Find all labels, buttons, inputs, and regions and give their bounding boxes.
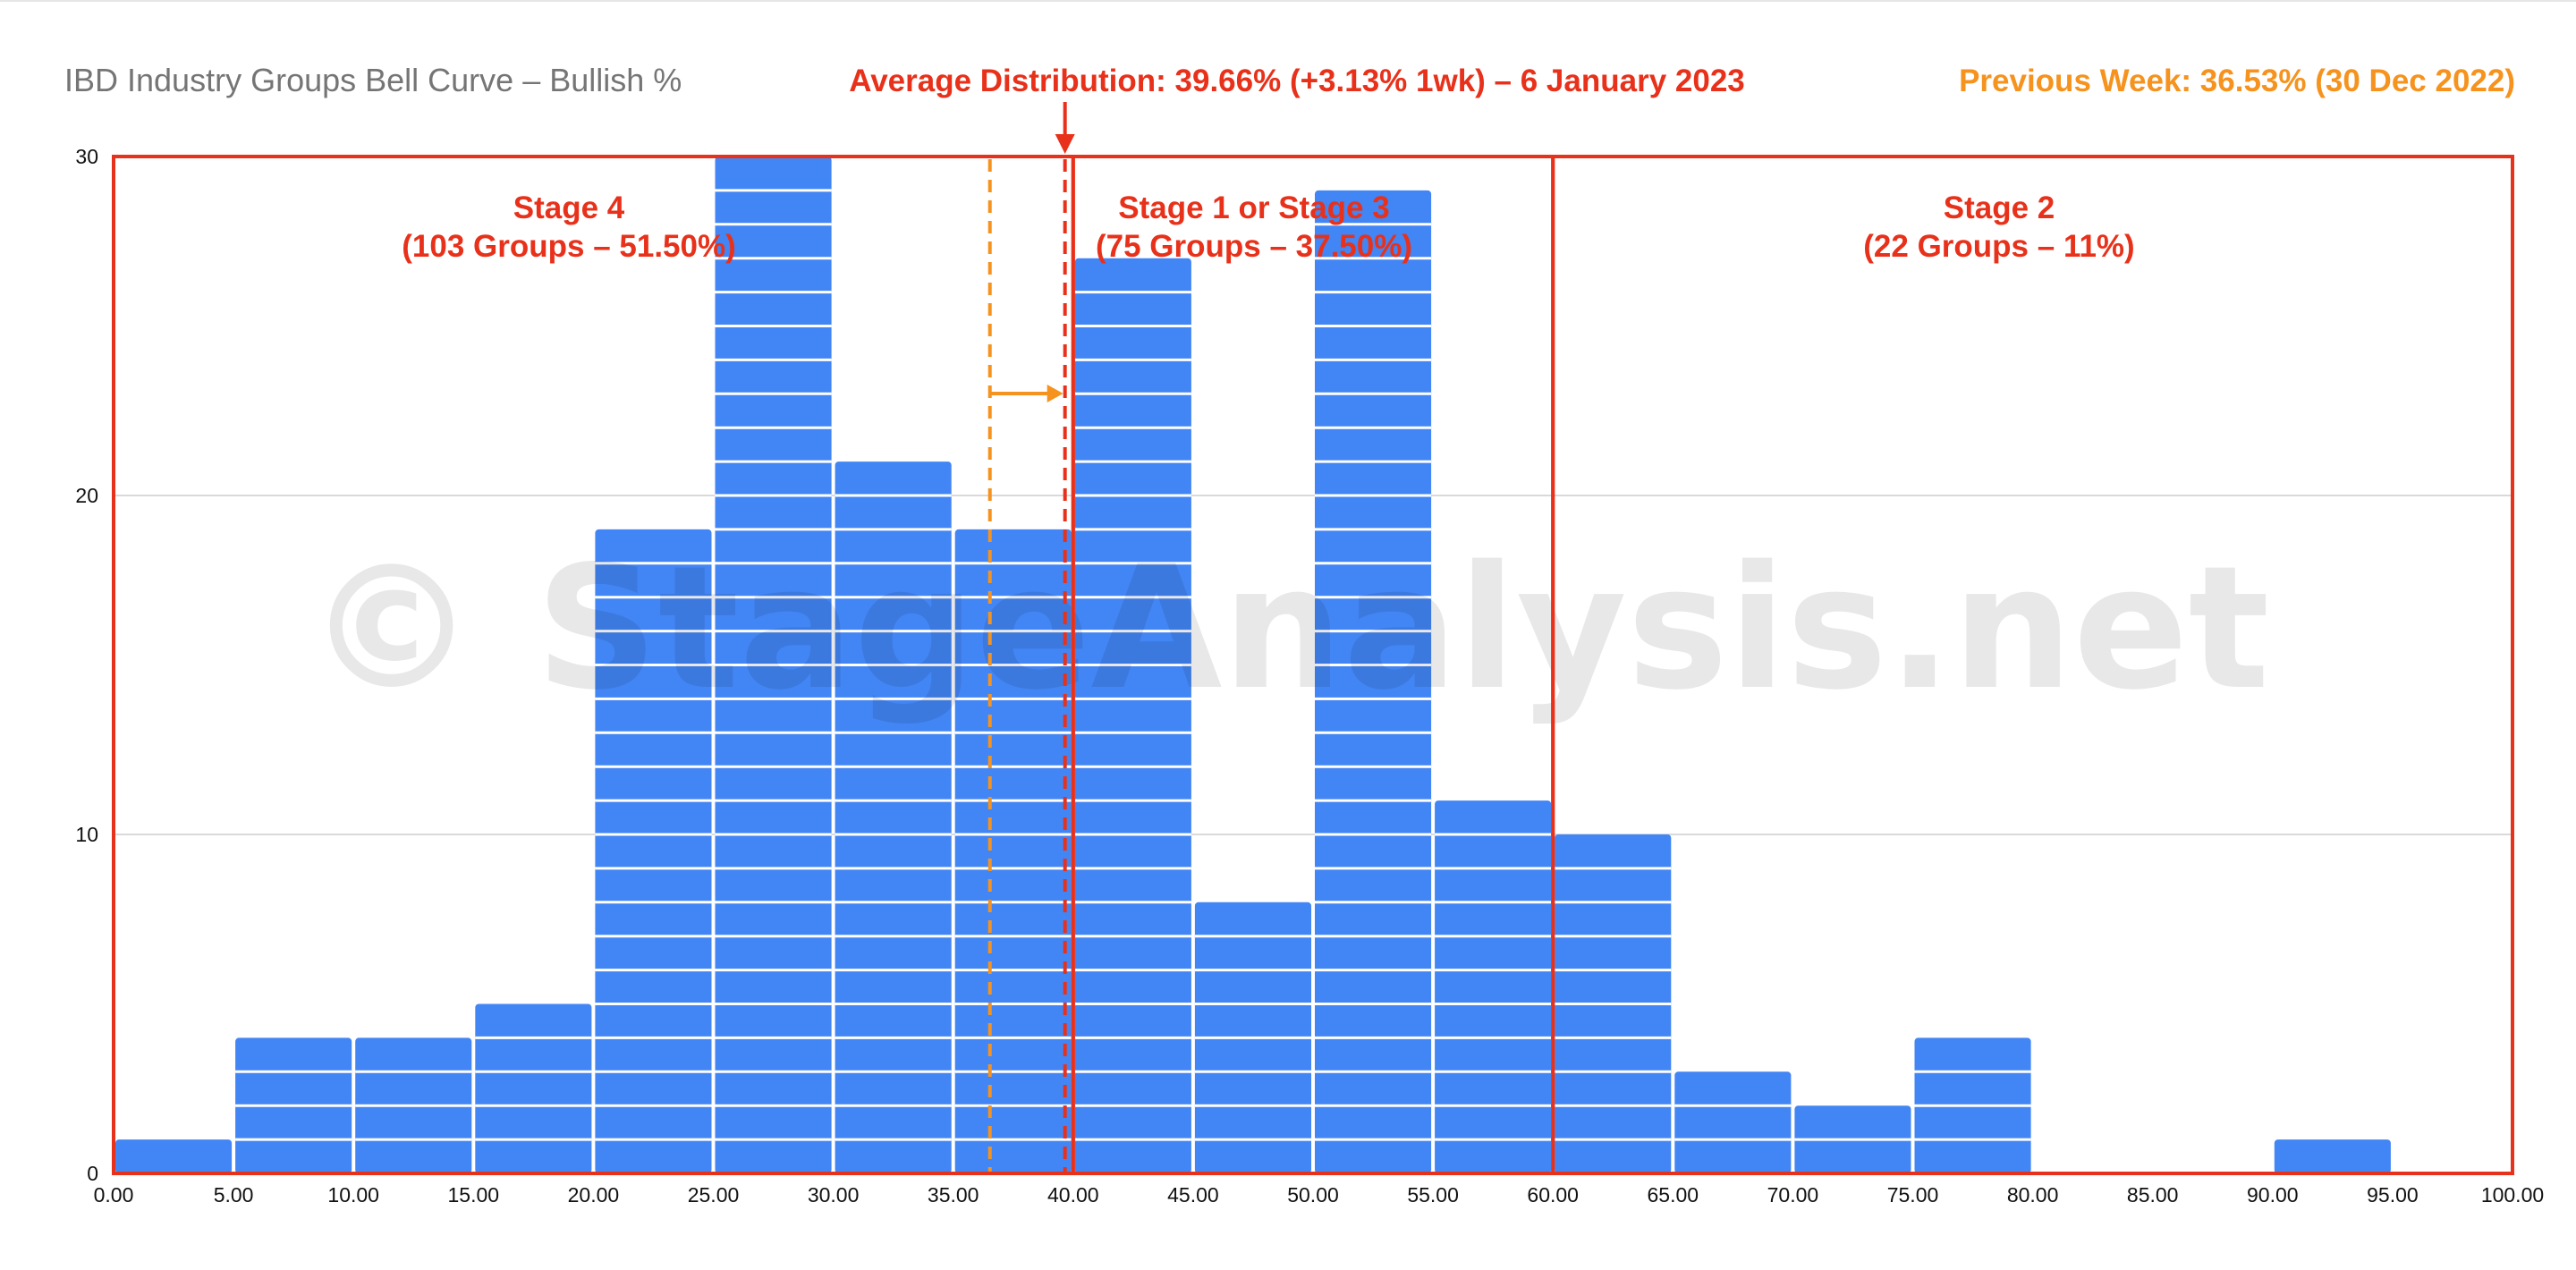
stage-1-or-3-name: Stage 1 or Stage 3 [1118, 190, 1389, 225]
bar-15-20 [475, 1003, 592, 1173]
bar-90-95 [2274, 1139, 2391, 1173]
histogram-bars [115, 157, 2514, 1173]
bar-rect-10 [1315, 190, 1432, 1173]
bar-45-50 [1194, 902, 1311, 1173]
x-tick-85.00: 85.00 [2127, 1183, 2179, 1206]
x-tick-65.00: 65.00 [1648, 1183, 1699, 1206]
bar-60-65 [1555, 834, 1672, 1173]
bar-rect-7 [954, 529, 1072, 1173]
bar-rect-0 [115, 1139, 233, 1173]
bar-20-25 [595, 529, 712, 1173]
bar-25-30 [715, 157, 832, 1173]
y-tick-10: 10 [75, 823, 98, 846]
bar-50-55 [1315, 190, 1432, 1173]
y-tick-20: 20 [75, 484, 98, 507]
previous-week-title: Previous Week: 36.53% (30 Dec 2022) [1959, 64, 2515, 98]
shift-arrow-head [1046, 385, 1063, 402]
bar-rect-3 [475, 1003, 592, 1173]
stage-4-name: Stage 4 [513, 190, 625, 225]
stage-4-detail: (103 Groups – 51.50%) [402, 229, 736, 264]
bar-70-75 [1794, 1105, 1911, 1173]
x-tick-100.00: 100.00 [2481, 1183, 2544, 1206]
average-distribution-title: Average Distribution: 39.66% (+3.13% 1wk… [849, 64, 1745, 98]
stage-1-or-3-detail: (75 Groups – 37.50%) [1096, 229, 1412, 264]
stage-boxes [112, 155, 2514, 1175]
bar-65-70 [1674, 1071, 1792, 1173]
x-tick-95.00: 95.00 [2367, 1183, 2419, 1206]
bar-rect-8 [1074, 258, 1191, 1173]
x-tick-30.00: 30.00 [808, 1183, 860, 1206]
bar-rect-11 [1435, 800, 1552, 1173]
bar-10-15 [355, 1037, 472, 1173]
bar-40-45 [1074, 258, 1191, 1173]
stage-2-detail: (22 Groups – 11%) [1863, 229, 2134, 264]
x-tick-20.00: 20.00 [568, 1183, 620, 1206]
x-tick-5.00: 5.00 [214, 1183, 254, 1206]
x-tick-80.00: 80.00 [2007, 1183, 2059, 1206]
x-tick-70.00: 70.00 [1767, 1183, 1819, 1206]
bar-35-40 [954, 529, 1072, 1173]
x-tick-60.00: 60.00 [1527, 1183, 1579, 1206]
bar-75-80 [1914, 1037, 2031, 1173]
x-axis-ticks: 0.00 5.00 10.00 15.00 20.00 25.00 30.00 35.00 40… [94, 1183, 2545, 1206]
average-lines [987, 102, 1075, 1173]
x-tick-75.00: 75.00 [1887, 1183, 1939, 1206]
bar-rect-13 [1674, 1071, 1792, 1173]
y-axis-ticks: 0 10 20 30 [75, 145, 98, 1185]
x-tick-10.00: 10.00 [327, 1183, 379, 1206]
x-tick-45.00: 45.00 [1167, 1183, 1219, 1206]
x-tick-15.00: 15.00 [448, 1183, 500, 1206]
x-tick-90.00: 90.00 [2247, 1183, 2299, 1206]
stage-box-2 [1551, 155, 2514, 1175]
x-tick-55.00: 55.00 [1407, 1183, 1459, 1206]
x-tick-50.00: 50.00 [1287, 1183, 1339, 1206]
stage-labels: Stage 4 (103 Groups – 51.50%) Stage 1 or… [402, 190, 2134, 264]
bar-30-35 [835, 461, 952, 1173]
bar-rect-18 [2274, 1139, 2391, 1173]
y-tick-0: 0 [87, 1162, 98, 1185]
x-tick-25.00: 25.00 [688, 1183, 740, 1206]
chart-title: IBD Industry Groups Bell Curve – Bullish… [64, 62, 682, 98]
bar-55-60 [1435, 800, 1552, 1173]
bar-rect-4 [595, 529, 712, 1173]
watermark: © StageAnalysis.net [307, 529, 2270, 727]
bar-rect-6 [835, 461, 952, 1173]
x-tick-40.00: 40.00 [1047, 1183, 1099, 1206]
stage-2-name: Stage 2 [1944, 190, 2055, 225]
average-arrow-head [1055, 134, 1075, 154]
x-tick-35.00: 35.00 [928, 1183, 979, 1206]
bar-0-5 [115, 1139, 233, 1173]
bar-5-10 [235, 1037, 352, 1173]
y-tick-30: 30 [75, 145, 98, 168]
x-tick-0.00: 0.00 [94, 1183, 134, 1206]
